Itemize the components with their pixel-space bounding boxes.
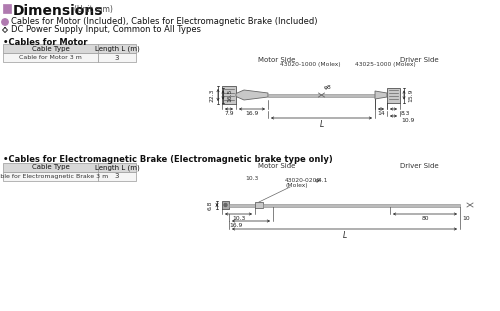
Text: Cable for Electromagnetic Brake 3 m: Cable for Electromagnetic Brake 3 m	[0, 174, 108, 179]
Text: (Unit mm): (Unit mm)	[74, 5, 113, 14]
Text: 10.3: 10.3	[232, 216, 245, 221]
Text: Motor Side: Motor Side	[258, 163, 296, 169]
Bar	[98, 163, 136, 172]
Text: Length L (m): Length L (m)	[94, 45, 140, 52]
Text: Driver Side: Driver Side	[400, 57, 438, 63]
Text: 16.9: 16.9	[246, 111, 258, 116]
Text: (Molex): (Molex)	[285, 183, 308, 188]
Text: •Cables for Motor: •Cables for Motor	[3, 38, 87, 47]
Text: φ8: φ8	[324, 85, 331, 90]
Bar	[387, 87, 400, 103]
Text: 10: 10	[462, 216, 469, 221]
Text: 22.3: 22.3	[209, 88, 214, 102]
Text: 8.3: 8.3	[401, 111, 410, 116]
Text: 7.9: 7.9	[224, 111, 234, 116]
Text: 43020-1000 (Molex): 43020-1000 (Molex)	[280, 62, 340, 67]
Text: 16.9: 16.9	[229, 223, 242, 228]
Bar	[222, 86, 236, 104]
Circle shape	[224, 203, 227, 207]
Bar	[3, 44, 98, 53]
Text: Cable Type: Cable Type	[32, 165, 70, 170]
Bar	[3, 4, 11, 13]
Bar	[263, 203, 460, 207]
Text: L: L	[342, 231, 346, 240]
Text: 15.9: 15.9	[408, 88, 413, 102]
Bar	[3, 172, 98, 181]
Text: 14: 14	[377, 111, 385, 116]
Text: DC Power Supply Input, Common to All Types: DC Power Supply Input, Common to All Typ…	[11, 26, 201, 35]
Text: Cable Type: Cable Type	[32, 45, 70, 52]
Text: •Cables for Electromagnetic Brake (Electromagnetic brake type only): •Cables for Electromagnetic Brake (Elect…	[3, 155, 333, 164]
Bar	[222, 201, 229, 209]
Text: Length L (m): Length L (m)	[94, 164, 140, 171]
Text: Cables for Motor (Included), Cables for Electromagnetic Brake (Included): Cables for Motor (Included), Cables for …	[11, 17, 318, 26]
Text: 3: 3	[115, 174, 119, 179]
Text: Driver Side: Driver Side	[400, 163, 438, 169]
Bar	[3, 53, 98, 62]
Bar	[98, 172, 136, 181]
Polygon shape	[236, 90, 268, 100]
Text: 43025-1000 (Molex): 43025-1000 (Molex)	[355, 62, 416, 67]
Bar	[98, 53, 136, 62]
Text: 80: 80	[421, 216, 429, 221]
Bar	[255, 202, 263, 208]
Bar	[98, 44, 136, 53]
Text: Cable for Motor 3 m: Cable for Motor 3 m	[19, 55, 82, 60]
Text: 10.3: 10.3	[246, 176, 258, 181]
Text: L: L	[320, 120, 324, 129]
Bar	[268, 94, 375, 96]
Text: 16.5: 16.5	[227, 88, 232, 102]
Text: 6.8: 6.8	[208, 200, 213, 210]
Bar	[3, 163, 98, 172]
Text: 10.9: 10.9	[401, 118, 414, 123]
Circle shape	[2, 19, 8, 25]
Text: 43020-0200: 43020-0200	[285, 178, 321, 183]
Text: Motor Side: Motor Side	[258, 57, 296, 63]
Text: Dimensions: Dimensions	[13, 4, 104, 18]
Text: φ4.1: φ4.1	[315, 178, 328, 183]
Text: 3: 3	[115, 54, 119, 61]
Bar	[229, 203, 255, 207]
Polygon shape	[375, 91, 387, 99]
